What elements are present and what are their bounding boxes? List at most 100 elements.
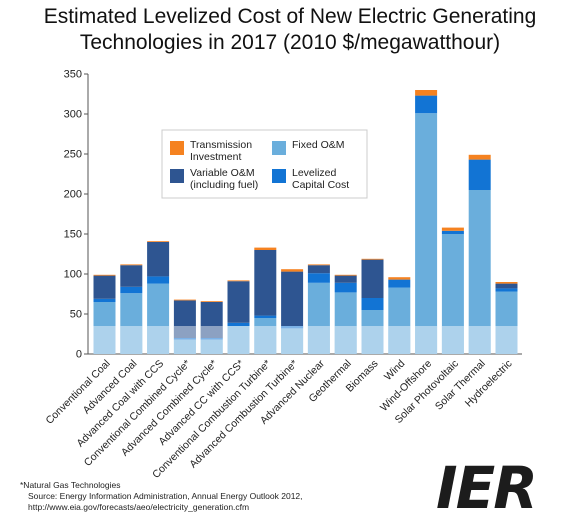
bar-segment-fixed-o-m: [441, 230, 464, 234]
bar-segment-levelized-capital-cost: [388, 287, 411, 354]
bar-segment-variable-o-m-including-fuel-: [173, 300, 196, 338]
bar-segment-levelized-capital-cost: [415, 113, 438, 354]
bar-segment-transmission-investment: [415, 90, 438, 96]
bar-segment-fixed-o-m: [120, 286, 143, 294]
bar-base-overlay: [120, 326, 143, 354]
footnote-block: *Natural Gas Technologies Source: Energy…: [20, 480, 303, 513]
bar-base-overlay: [227, 326, 250, 354]
bar-segment-levelized-capital-cost: [173, 339, 196, 354]
bar-segment-fixed-o-m: [93, 298, 116, 302]
chart-title-line-2: Technologies in 2017 (2010 $/megawatthou…: [79, 31, 501, 54]
bar-segment-variable-o-m-including-fuel-: [227, 281, 250, 323]
bar-segment-transmission-investment: [147, 241, 170, 242]
bar-segment-variable-o-m-including-fuel-: [200, 302, 223, 338]
bar-segment-levelized-capital-cost: [441, 234, 464, 354]
y-tick-label: 0: [76, 349, 82, 361]
chart-title: Estimated Levelized Cost of New Electric…: [0, 4, 580, 56]
bar-segment-transmission-investment: [281, 269, 304, 272]
bar-segment-levelized-capital-cost: [468, 190, 491, 354]
bar-segment-transmission-investment: [388, 277, 411, 280]
bar-segment-transmission-investment: [200, 301, 223, 302]
bar-segment-transmission-investment: [334, 274, 357, 276]
bar-base-overlay: [361, 326, 384, 354]
legend-label: Transmission: [190, 139, 252, 151]
legend-label-line-2: (including fuel): [190, 179, 258, 191]
bar-stacks: [93, 90, 518, 354]
bar-segment-transmission-investment: [254, 247, 277, 250]
bar-segment-variable-o-m-including-fuel-: [334, 275, 357, 283]
legend-label-line-2: Investment: [190, 151, 241, 163]
legend-swatch: [272, 169, 286, 183]
bar-segment-levelized-capital-cost: [120, 293, 143, 354]
bar-segment-levelized-capital-cost: [307, 282, 330, 354]
legend-box: [161, 129, 368, 199]
bar-base-overlay: [147, 326, 170, 354]
legend-label: Levelized: [292, 167, 337, 179]
bar-base-overlay: [388, 326, 411, 354]
bar-segment-levelized-capital-cost: [361, 310, 384, 354]
bar-segment-fixed-o-m: [254, 315, 277, 318]
footnote: *Natural Gas Technologies: [20, 480, 121, 490]
bar-segment-levelized-capital-cost: [147, 283, 170, 354]
bar-segment-variable-o-m-including-fuel-: [254, 250, 277, 316]
bar-segment-variable-o-m-including-fuel-: [147, 242, 170, 277]
bar-segment-transmission-investment: [93, 274, 116, 276]
bar-segment-variable-o-m-including-fuel-: [120, 265, 143, 287]
bar-segment-levelized-capital-cost: [495, 291, 518, 354]
bar-segment-fixed-o-m: [361, 298, 384, 310]
y-tick-label: 150: [64, 229, 82, 241]
bar-segment-levelized-capital-cost: [227, 326, 250, 354]
bar-segment-fixed-o-m: [227, 322, 250, 326]
bar-segment-transmission-investment: [307, 264, 330, 266]
legend-label: Fixed O&M: [292, 139, 345, 151]
source-line-1: Source: Energy Information Administratio…: [28, 491, 303, 501]
bar-base-overlay: [254, 326, 277, 354]
bar-segment-levelized-capital-cost: [334, 292, 357, 354]
legend-swatch: [170, 141, 184, 155]
bar-segment-transmission-investment: [173, 299, 196, 301]
bar-base-overlay: [495, 326, 518, 354]
bar-segment-fixed-o-m: [200, 338, 223, 340]
bar-segment-transmission-investment: [227, 280, 250, 282]
bar-segment-transmission-investment: [468, 154, 491, 160]
bar-segment-fixed-o-m: [468, 159, 491, 190]
bar-segment-variable-o-m-including-fuel-: [281, 271, 304, 326]
legend-swatch: [170, 169, 184, 183]
bar-base-overlay: [307, 326, 330, 354]
chart-title-line-1: Estimated Levelized Cost of New Electric…: [43, 5, 537, 28]
bar-segment-levelized-capital-cost: [200, 339, 223, 354]
y-tick-label: 100: [64, 269, 82, 281]
bar-segment-transmission-investment: [120, 264, 143, 266]
bar-segment-levelized-capital-cost: [281, 328, 304, 354]
y-tick-label: 350: [64, 69, 82, 81]
y-tick-label: 250: [64, 149, 82, 161]
bar-segment-fixed-o-m: [307, 273, 330, 283]
bar-base-overlay: [200, 326, 223, 354]
legend-label-line-2: Capital Cost: [292, 179, 349, 191]
bar-segment-fixed-o-m: [147, 276, 170, 284]
bar-segment-fixed-o-m: [388, 279, 411, 288]
bar-segment-fixed-o-m: [415, 95, 438, 114]
bar-segment-levelized-capital-cost: [93, 302, 116, 354]
legend-swatch: [272, 141, 286, 155]
bar-segment-transmission-investment: [361, 258, 384, 260]
bar-segment-variable-o-m-including-fuel-: [361, 259, 384, 298]
bar-segment-levelized-capital-cost: [254, 318, 277, 354]
bar-segment-transmission-investment: [495, 282, 518, 284]
y-tick-label: 50: [70, 309, 82, 321]
legend-label: Variable O&M: [190, 167, 255, 179]
bar-base-overlay: [93, 326, 116, 354]
bar-segment-fixed-o-m: [281, 326, 304, 329]
bar-segment-fixed-o-m: [173, 338, 196, 340]
source-line-2: http://www.eia.gov/forecasts/aeo/electri…: [28, 502, 250, 512]
bar-segment-fixed-o-m: [334, 282, 357, 293]
y-tick-label: 200: [64, 189, 82, 201]
bar-segment-variable-o-m-including-fuel-: [93, 275, 116, 299]
ier-logo: IER: [436, 454, 538, 522]
bar-segment-fixed-o-m: [495, 288, 518, 292]
bar-base-overlay: [468, 326, 491, 354]
bar-base-overlay: [415, 326, 438, 354]
bar-segment-transmission-investment: [441, 227, 464, 231]
